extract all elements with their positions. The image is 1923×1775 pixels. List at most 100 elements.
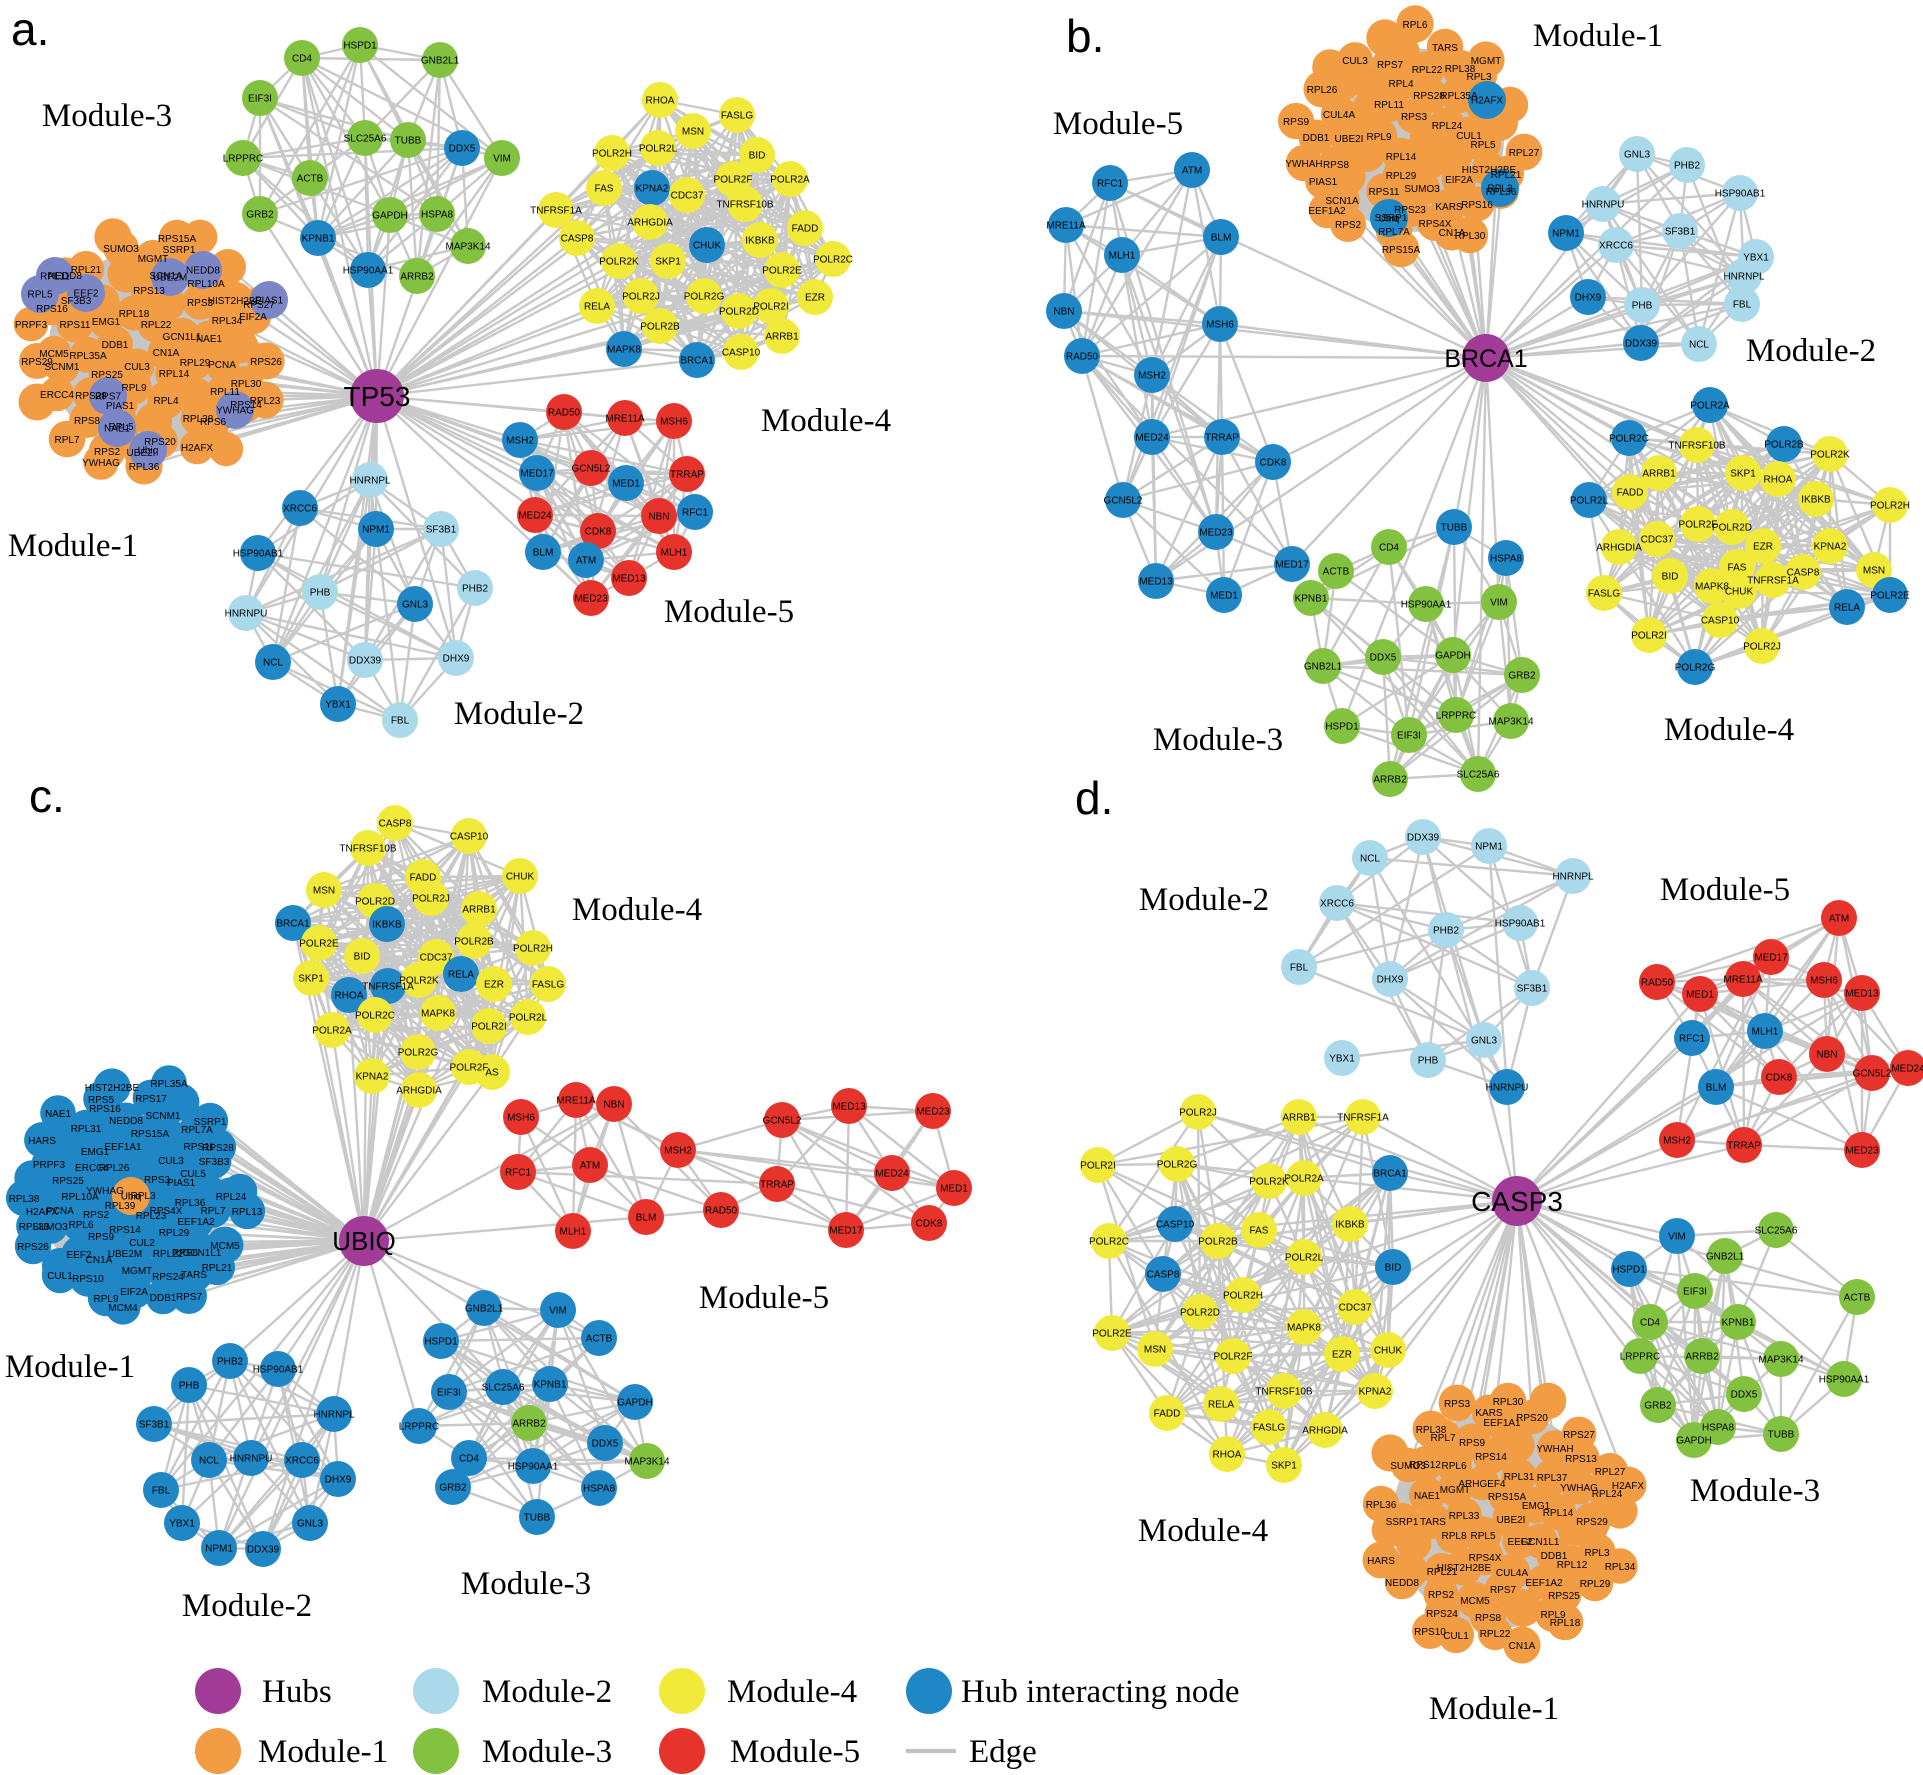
svg-text:RPL27: RPL27 [1509,148,1540,159]
svg-text:POLR2D: POLR2D [1180,1308,1220,1319]
svg-text:POLR2E: POLR2E [299,939,339,950]
svg-text:POLR2D: POLR2D [355,897,395,908]
svg-text:LRPPRC: LRPPRC [1436,711,1477,722]
svg-text:TNFRSF10B: TNFRSF10B [1255,1387,1313,1398]
svg-text:SUMO3: SUMO3 [1390,1461,1426,1472]
svg-text:YWHAG: YWHAG [86,1186,124,1197]
svg-text:RPS27: RPS27 [243,300,275,311]
svg-text:RPL3: RPL3 [1487,184,1512,195]
svg-text:RPL31: RPL31 [71,1124,102,1135]
svg-text:CD4: CD4 [1640,1318,1660,1329]
svg-text:EIF2A: EIF2A [239,312,267,323]
svg-text:RPS25: RPS25 [91,370,123,381]
svg-text:RPL9: RPL9 [1366,132,1391,143]
svg-text:MAP3K14: MAP3K14 [1488,717,1533,728]
svg-text:CDK8: CDK8 [1766,1073,1793,1084]
svg-text:MED17: MED17 [1754,953,1788,964]
svg-text:MSH2: MSH2 [1138,371,1166,382]
svg-text:POLR2C: POLR2C [1089,1237,1129,1248]
svg-text:a.: a. [11,3,49,55]
svg-text:RPL6: RPL6 [1441,1461,1466,1472]
svg-text:YBX1: YBX1 [1743,253,1769,264]
svg-text:ERCC4: ERCC4 [40,390,74,401]
svg-text:FADD: FADD [1617,488,1644,499]
svg-text:NAE1: NAE1 [1414,1491,1441,1502]
svg-text:ARRB1: ARRB1 [1642,469,1676,480]
svg-text:RPL11: RPL11 [1374,100,1404,111]
svg-text:RPL33: RPL33 [19,1222,50,1233]
svg-text:SLC25A6: SLC25A6 [344,134,387,145]
svg-text:POLR2G: POLR2G [1157,1160,1198,1171]
svg-text:NPM1: NPM1 [205,1544,233,1555]
svg-text:RPL34: RPL34 [212,316,243,327]
svg-text:RPL24: RPL24 [1432,121,1463,132]
svg-text:POLR2J: POLR2J [1743,642,1781,653]
svg-text:XRCC6: XRCC6 [283,504,317,515]
svg-text:POLR2F: POLR2F [450,1063,489,1074]
svg-text:MAP3K14: MAP3K14 [1758,1355,1803,1366]
svg-text:Module-2: Module-2 [482,1674,612,1710]
svg-text:BID: BID [1662,572,1679,583]
svg-text:BRCA1: BRCA1 [276,919,310,930]
svg-text:EEF2: EEF2 [73,289,98,300]
svg-text:CUL2: CUL2 [129,1238,155,1249]
svg-text:RPS8: RPS8 [1323,160,1350,171]
svg-text:RPS3: RPS3 [1444,1399,1471,1410]
svg-text:GNL3: GNL3 [1471,1036,1498,1047]
svg-text:KPNA2: KPNA2 [1814,542,1847,553]
svg-text:RPS27: RPS27 [1563,1430,1595,1441]
svg-text:XRCC6: XRCC6 [1320,899,1354,910]
svg-text:ACTB: ACTB [297,174,324,185]
svg-text:NCL: NCL [199,1456,219,1467]
svg-text:BLM: BLM [636,1213,657,1224]
svg-text:CHUK: CHUK [506,872,535,883]
svg-text:Module-2: Module-2 [182,1588,312,1624]
svg-text:CN1A: CN1A [1439,228,1466,239]
svg-text:HIST2H2BE: HIST2H2BE [1437,1563,1492,1574]
svg-text:MAPK8: MAPK8 [1695,582,1729,593]
svg-text:RPL7A: RPL7A [1378,227,1410,238]
svg-text:RPL3: RPL3 [130,1191,155,1202]
svg-text:RPS9: RPS9 [1459,1438,1486,1449]
svg-text:LRPPRC: LRPPRC [223,154,264,165]
svg-text:ARRB2: ARRB2 [1685,1352,1719,1363]
svg-text:POLR2B: POLR2B [640,322,680,333]
svg-text:TRRAP: TRRAP [1205,433,1239,444]
svg-text:ARHGDIA: ARHGDIA [396,1086,442,1097]
svg-text:YWHAH: YWHAH [1536,1444,1573,1455]
svg-text:MAPK8: MAPK8 [1287,1323,1321,1334]
svg-text:RPL29: RPL29 [180,358,211,369]
svg-text:HNRNPL: HNRNPL [1723,272,1765,283]
svg-text:TARS: TARS [1432,43,1458,54]
svg-text:TARS: TARS [1420,1517,1446,1528]
svg-text:RPL4: RPL4 [153,396,178,407]
svg-text:PHB2: PHB2 [1674,161,1701,172]
svg-text:RPL5: RPL5 [108,422,133,433]
svg-text:RAD50: RAD50 [705,1206,738,1217]
svg-text:MED24: MED24 [1135,433,1169,444]
svg-text:RPL36: RPL36 [129,462,160,473]
svg-text:HSP90AB1: HSP90AB1 [1495,919,1546,930]
svg-text:HSPD1: HSPD1 [343,41,377,52]
svg-text:GNB2L1: GNB2L1 [465,1304,504,1315]
svg-text:RPL22: RPL22 [1412,65,1443,76]
svg-text:RPL34: RPL34 [1605,1562,1636,1573]
svg-text:RPS26: RPS26 [250,357,282,368]
svg-text:EEF1A1: EEF1A1 [104,1142,142,1153]
svg-text:RPL30: RPL30 [231,379,262,390]
svg-text:RPS2: RPS2 [94,447,121,458]
svg-text:GAPDH: GAPDH [372,211,408,222]
svg-text:CASP8: CASP8 [1787,568,1820,579]
svg-text:Module-5: Module-5 [730,1734,860,1770]
svg-text:NPM1: NPM1 [362,525,390,536]
svg-text:HARS: HARS [1367,1556,1395,1567]
svg-text:HSPD1: HSPD1 [1325,722,1359,733]
svg-text:ARRB1: ARRB1 [1282,1113,1316,1124]
svg-text:RPL7: RPL7 [1430,1433,1455,1444]
svg-text:SUMO3: SUMO3 [1404,184,1440,195]
svg-text:YBX1: YBX1 [169,1519,195,1530]
svg-text:RPL10A: RPL10A [187,279,225,290]
svg-text:PIAS1: PIAS1 [1309,177,1338,188]
svg-text:PHB2: PHB2 [462,584,489,595]
svg-text:RPL22: RPL22 [141,320,172,331]
